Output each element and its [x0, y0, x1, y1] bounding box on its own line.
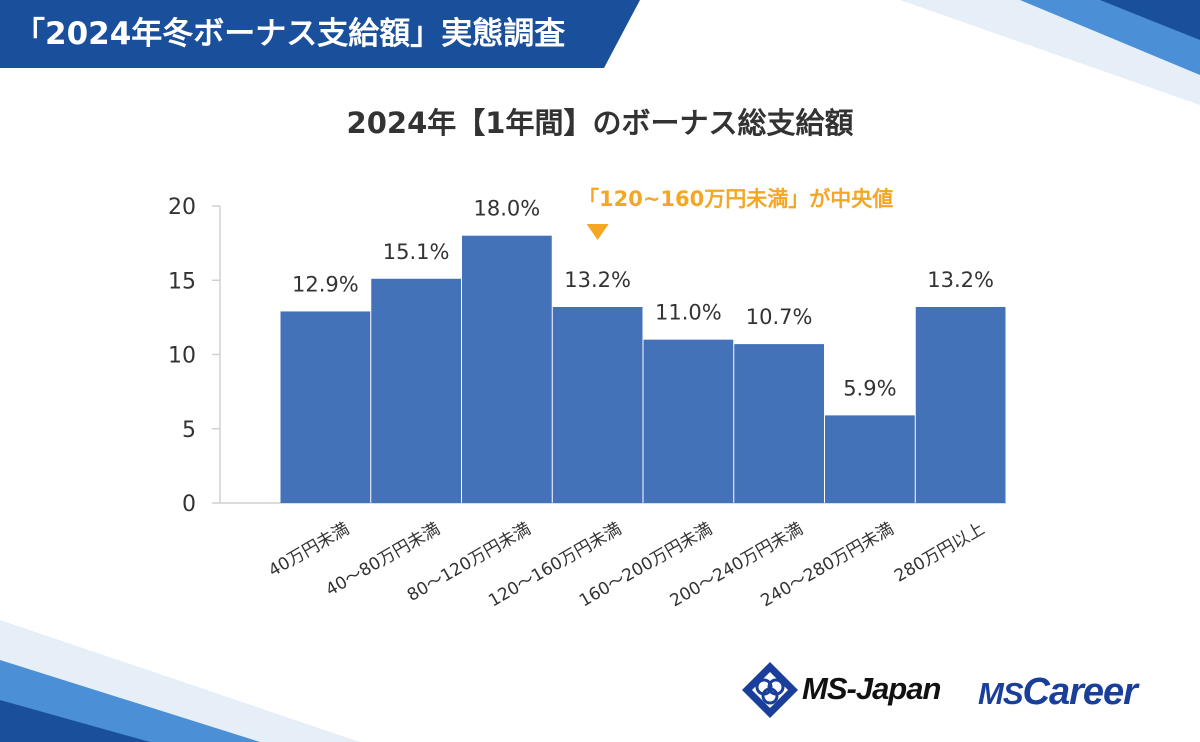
- page-title: 「2024年冬ボーナス支給額」実態調査: [14, 16, 566, 52]
- data-label: 11.0%: [655, 301, 722, 325]
- bar-2: [371, 278, 461, 503]
- y-tick-label: 10: [168, 344, 196, 369]
- x-tick-label: 40万円未満: [265, 519, 353, 581]
- data-label: 12.9%: [292, 272, 359, 296]
- top-right-decoration: [900, 0, 1200, 105]
- median-arrow-icon: [586, 224, 609, 240]
- y-tick-label: 15: [168, 269, 196, 294]
- chart-title: 2024年【1年間】のボーナス総支給額: [346, 106, 854, 140]
- y-tick-label: 0: [182, 492, 196, 517]
- ms-career-logo: MSCareer: [978, 671, 1138, 714]
- header-banner: [0, 0, 640, 68]
- x-tick-label: 280万円以上: [891, 519, 988, 587]
- y-tick-label: 20: [168, 195, 196, 220]
- bar-1: [280, 311, 371, 503]
- bar-8: [915, 306, 1006, 503]
- bar-6: [734, 344, 824, 503]
- ms-japan-logo-icon: [742, 662, 798, 718]
- data-label: 15.1%: [383, 240, 450, 264]
- ms-career-suffix: Career: [1022, 671, 1138, 713]
- bar-3: [462, 235, 552, 503]
- y-tick-label: 5: [182, 418, 196, 443]
- ms-career-prefix: MS: [978, 676, 1023, 711]
- data-label: 13.2%: [564, 268, 631, 292]
- ms-japan-logo-text: MS-Japan: [802, 671, 941, 706]
- data-label: 13.2%: [927, 268, 994, 292]
- data-label: 18.0%: [474, 197, 541, 221]
- bottom-left-decoration: [0, 620, 360, 742]
- bar-4: [552, 306, 643, 503]
- data-label: 10.7%: [746, 305, 813, 329]
- median-annotation: 「120~160万円未満」が中央値: [578, 187, 893, 211]
- bar-5: [643, 339, 734, 503]
- bar-7: [825, 415, 915, 503]
- data-label: 5.9%: [843, 376, 896, 400]
